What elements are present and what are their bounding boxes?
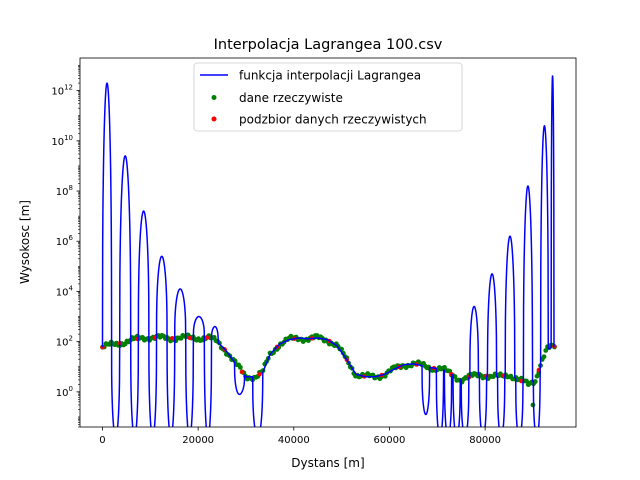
legend-box	[193, 62, 463, 132]
y-tick-label: 106	[56, 234, 74, 248]
y-tick-label: 1012	[51, 84, 73, 98]
subset-point	[257, 372, 262, 377]
data-point	[452, 374, 458, 379]
y-tick-base: 10	[51, 137, 64, 148]
y-axis-label: Wysokosc [m]	[18, 200, 32, 284]
x-tick-label: 20000	[182, 435, 214, 446]
y-tick-power: 10	[64, 134, 73, 142]
y-tick-label: 100	[56, 385, 73, 399]
y-tick-power: 0	[69, 385, 73, 393]
x-axis-label: Dystans [m]	[291, 456, 364, 470]
x-tick-label: 40000	[278, 435, 310, 446]
y-tick-label: 108	[56, 184, 73, 198]
subset-point	[170, 335, 175, 341]
x-axis-ticks: 0 20000 40000 60000 80000	[99, 427, 501, 446]
y-tick-base: 10	[56, 338, 69, 349]
data-point	[541, 354, 547, 360]
subset-point	[204, 335, 210, 340]
series-interpolation-line	[101, 75, 555, 427]
y-tick-label: 1010	[51, 134, 73, 148]
chart-title: Interpolacja Lagrangea 100.csv	[214, 37, 443, 53]
y-tick-base: 10	[56, 187, 69, 198]
y-tick-label: 102	[56, 335, 73, 349]
x-tick-label: 0	[99, 435, 105, 446]
x-tick-label: 80000	[469, 435, 501, 446]
legend: funkcja interpolacji Lagrangea dane rzec…	[193, 62, 463, 132]
y-tick-base: 10	[51, 87, 64, 98]
data-point	[237, 364, 243, 370]
y-tick-power: 8	[69, 184, 73, 192]
y-tick-power: 4	[69, 284, 74, 292]
legend-label-data: dane rzeczywiste	[239, 91, 343, 105]
y-tick-base: 10	[56, 237, 69, 248]
y-tick-power: 2	[69, 335, 73, 343]
subset-point	[187, 335, 192, 341]
legend-red-marker	[211, 116, 217, 122]
data-point	[524, 378, 529, 384]
y-tick-base: 10	[56, 388, 69, 399]
subset-point	[239, 369, 245, 375]
data-point	[543, 348, 549, 353]
y-tick-power: 6	[69, 234, 74, 242]
y-tick-power: 12	[64, 84, 73, 92]
y-tick-base: 10	[56, 287, 69, 298]
x-tick-label: 60000	[374, 435, 406, 446]
legend-green-marker	[211, 95, 217, 100]
legend-label-subset: podzbior danych rzeczywistych	[239, 113, 427, 127]
legend-label-interpolation: funkcja interpolacji Lagrangea	[239, 69, 421, 83]
y-tick-label: 104	[56, 284, 74, 298]
